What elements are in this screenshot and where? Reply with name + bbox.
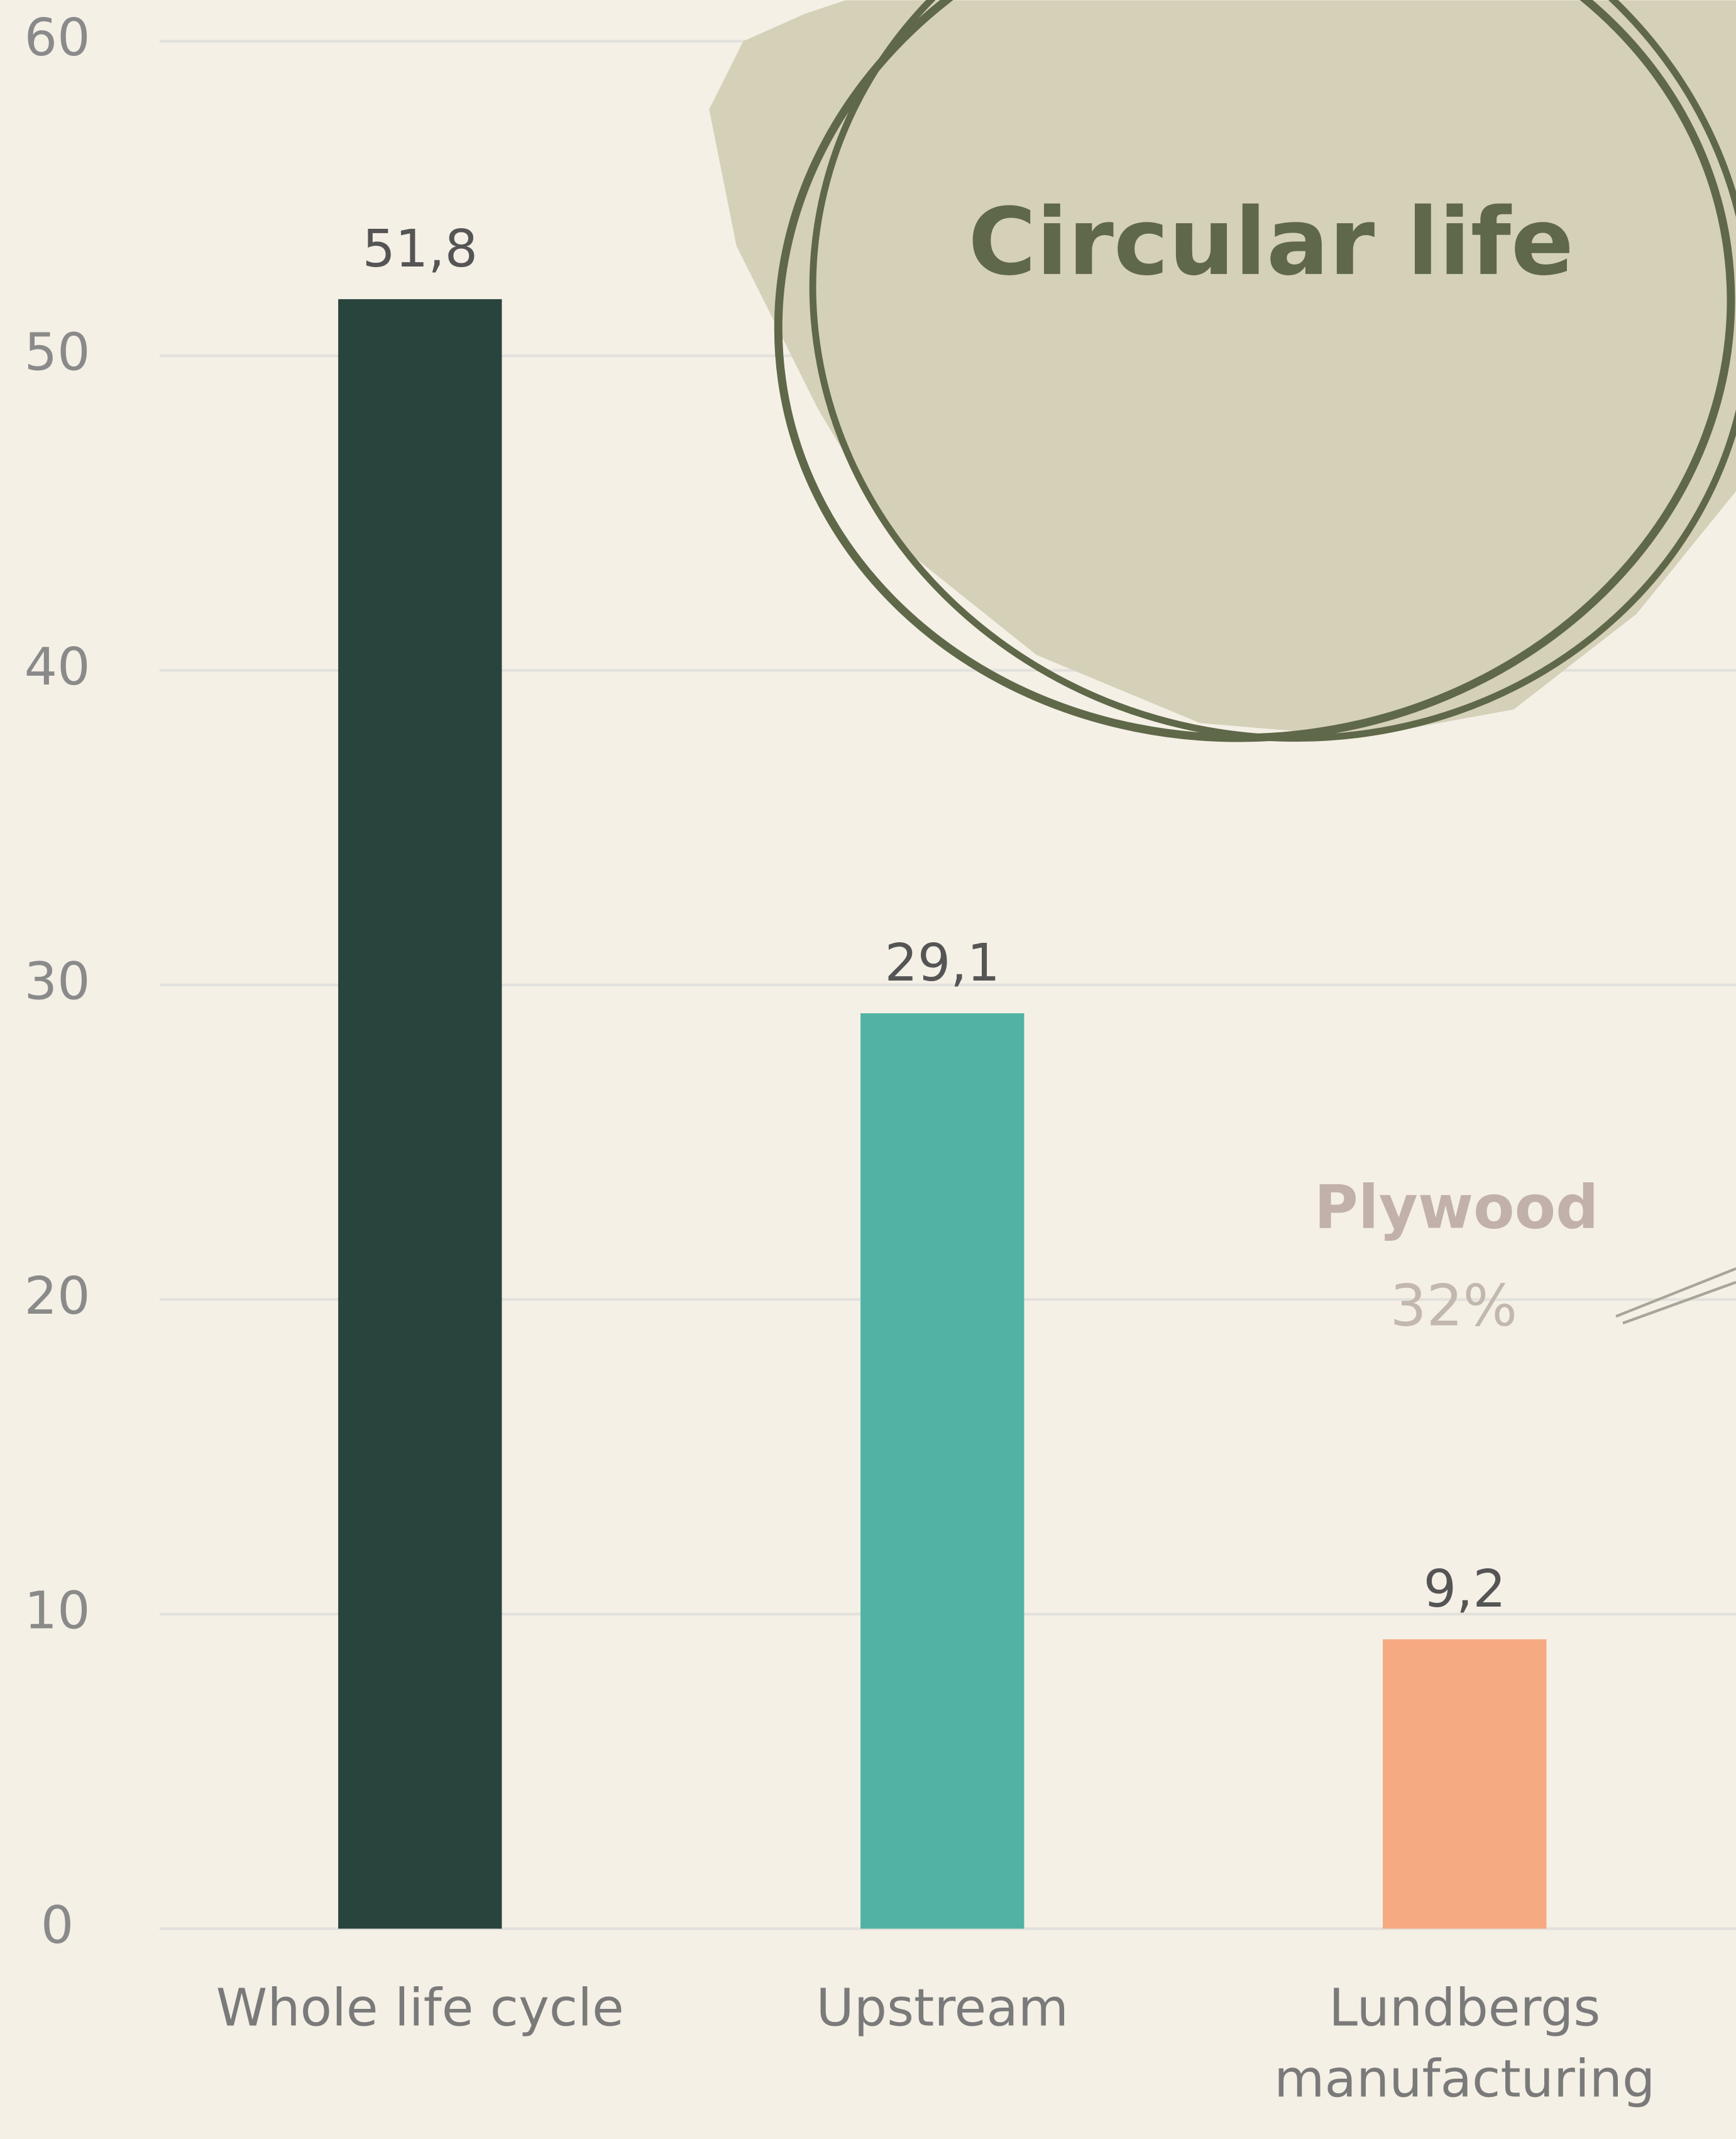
y-tick-label: 40 <box>25 637 91 697</box>
value-label: 9,2 <box>1424 1559 1506 1619</box>
value-label: 51,8 <box>362 219 478 279</box>
x-label-box: Upstream <box>710 1972 1174 2136</box>
y-tick-label: 0 <box>41 1895 74 1955</box>
x-tick-label: Whole life cycle <box>188 1972 652 2043</box>
annotation: Plywood <box>1314 1172 1599 1243</box>
x-label-box: Whole life cycle <box>188 1972 652 2136</box>
bar <box>338 299 502 1928</box>
x-label-box: Lundbergs manufacturing <box>1233 1972 1696 2136</box>
chart: 0 10 20 30 40 50 60 51,8 29,1 9,2 Circular life P… <box>0 0 1736 2139</box>
y-tick-label: 60 <box>25 8 91 68</box>
bar <box>860 1013 1024 1928</box>
y-tick-label: 30 <box>25 951 91 1011</box>
x-tick-label: Upstream <box>710 1972 1174 2043</box>
x-tick-label: Lundbergs manufacturing <box>1233 1972 1696 2114</box>
value-label: 29,1 <box>884 933 1000 993</box>
annotation-title: Circular life <box>968 188 1574 296</box>
y-tick-label: 20 <box>25 1266 91 1326</box>
annotation: 32% <box>1390 1272 1518 1339</box>
bar <box>1383 1639 1546 1928</box>
y-tick-label: 50 <box>25 322 91 382</box>
y-tick-label: 10 <box>25 1580 91 1641</box>
